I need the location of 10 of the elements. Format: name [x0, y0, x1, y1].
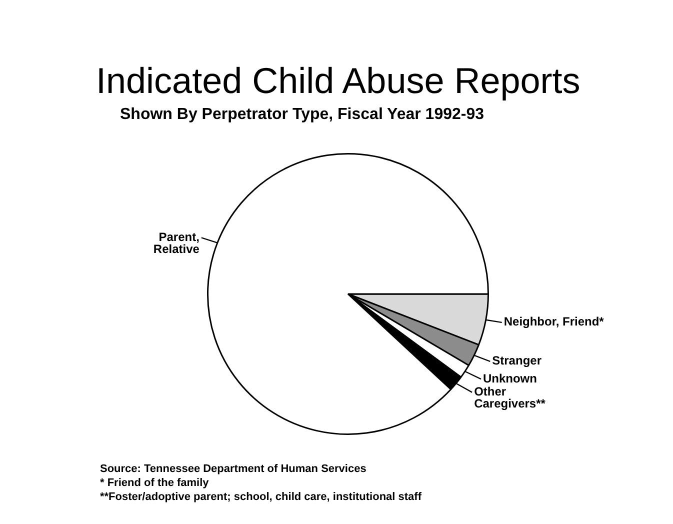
- text: **Foster/adoptive parent; school, child care, institutional staff: [100, 490, 422, 504]
- slice-label: Neighbor, Friend*: [504, 314, 604, 329]
- source-note: Source: Tennessee Department of Human Services: [100, 462, 368, 476]
- chart-title: Indicated Child Abuse Reports: [96, 60, 580, 102]
- slice-label: Other Caregivers**: [474, 384, 546, 411]
- text: * Friend of the family: [100, 476, 210, 490]
- slice-label: Stranger: [492, 354, 542, 368]
- slice-label: Unknown: [482, 371, 537, 386]
- chart-subtitle: Shown By Perpetrator Type, Fiscal Year 1992-93: [120, 106, 484, 124]
- slice-label: Parent, Relative: [153, 230, 200, 256]
